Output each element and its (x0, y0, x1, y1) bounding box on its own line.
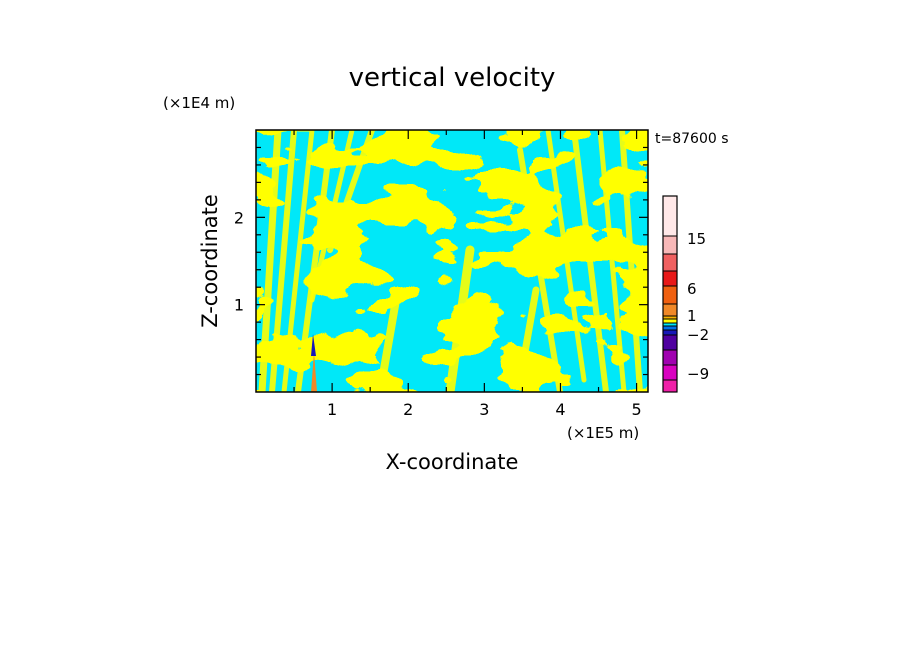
wave-band (571, 130, 609, 392)
downdraft-core (311, 334, 316, 356)
colorbar-level (663, 350, 677, 365)
colorbar-label: 6 (687, 280, 697, 298)
y-unit-label: (×1E4 m) (163, 94, 235, 112)
wave-band (295, 130, 335, 392)
colorbar-level (663, 326, 677, 330)
colorbar-level (663, 196, 677, 236)
colorbar-level (663, 304, 677, 316)
wave-band (516, 286, 540, 384)
colorbar-level (663, 316, 677, 319)
y-tick-label: 2 (234, 208, 244, 227)
colorbar-label: 15 (687, 230, 706, 248)
colorbar-level (663, 236, 677, 254)
x-unit-label: (×1E5 m) (567, 424, 639, 442)
colorbar-level (663, 286, 677, 304)
wave-band-layer (258, 130, 643, 392)
wave-band (258, 130, 282, 392)
wave-band (545, 130, 587, 383)
x-tick-label: 3 (479, 400, 489, 419)
colorbar-label: −2 (687, 326, 709, 344)
wave-band (597, 130, 627, 392)
y-axis: 12 (234, 146, 648, 376)
wave-band (517, 147, 563, 392)
colorbar-level (663, 335, 677, 350)
x-tick-label: 5 (631, 400, 641, 419)
colorbar-level (663, 380, 677, 392)
colorbar-level (663, 330, 677, 335)
wave-band (281, 130, 315, 392)
colorbar-label: 1 (687, 307, 697, 325)
x-axis-label: X-coordinate (386, 450, 519, 474)
y-axis-label: Z-coordinate (198, 194, 222, 328)
x-axis: 1 2 3 4 5 (293, 130, 642, 419)
updraft-core (311, 352, 317, 392)
x-tick-label: 1 (327, 400, 337, 419)
colorbar-level (663, 323, 677, 326)
chart-title: vertical velocity (349, 63, 556, 93)
colorbar-frame (662, 195, 678, 393)
colorbar: 15 6 1−2 −9 (662, 195, 709, 393)
colorbar-level (663, 271, 677, 286)
colorbar-level (663, 254, 677, 271)
wave-band (445, 245, 475, 392)
colorbar-level (663, 365, 677, 380)
time-label: t=87600 s (655, 131, 729, 147)
x-tick-label: 4 (555, 400, 565, 419)
y-tick-label: 1 (234, 296, 244, 315)
plot-frame (255, 129, 649, 393)
wave-band (309, 130, 355, 303)
colorbar-label: −9 (687, 365, 709, 383)
wave-band (376, 296, 400, 392)
colorbar-level (663, 319, 677, 323)
wave-band (327, 130, 375, 253)
wave-band (619, 130, 643, 392)
wave-band (269, 130, 297, 392)
x-tick-label: 2 (403, 400, 413, 419)
